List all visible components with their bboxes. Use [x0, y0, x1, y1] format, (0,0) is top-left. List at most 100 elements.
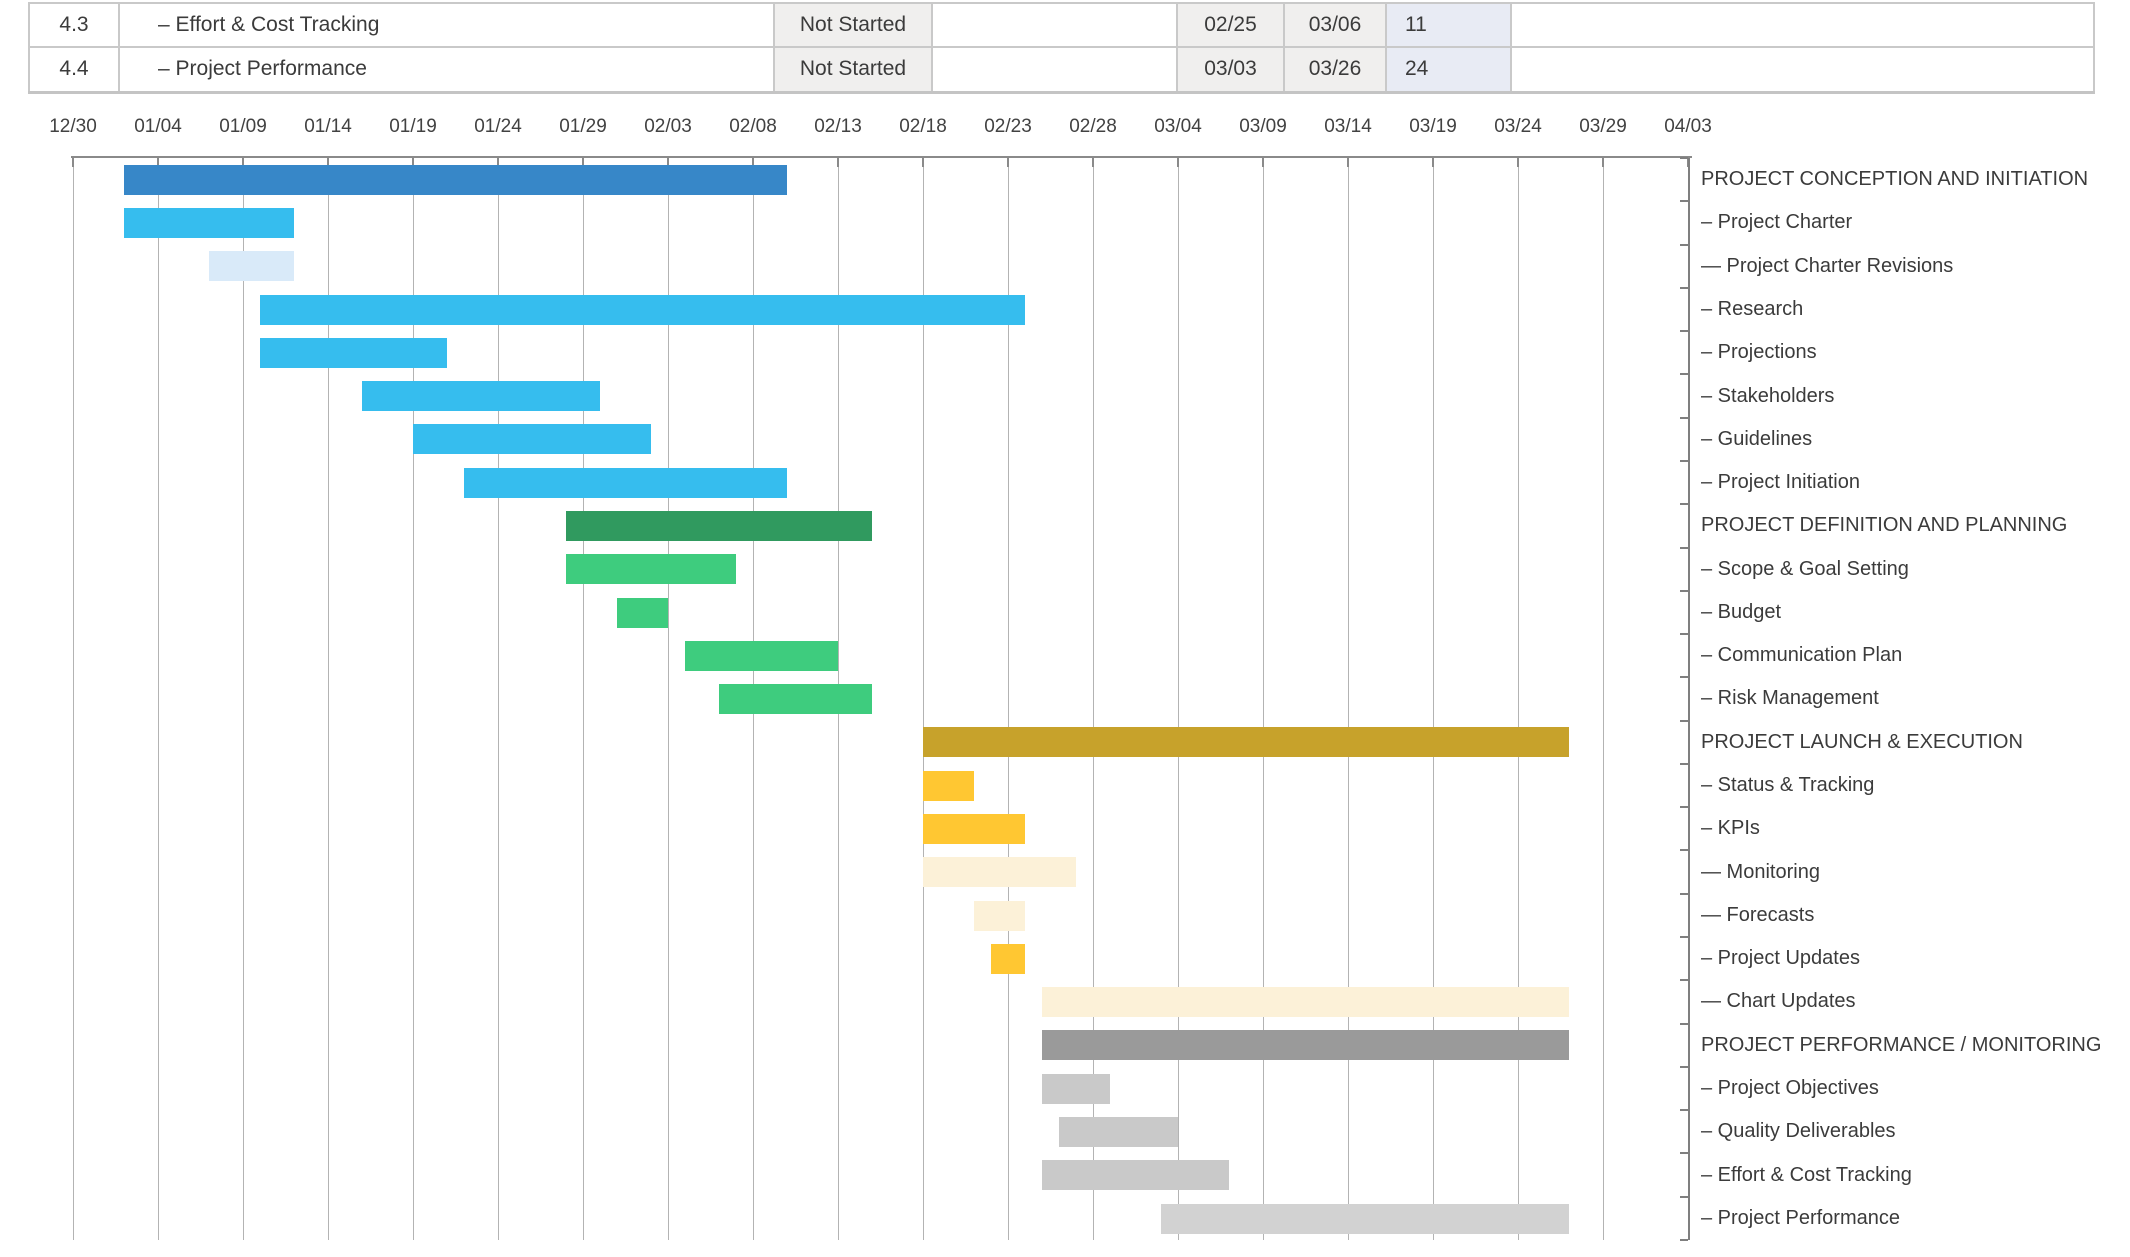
status-cell[interactable]: Not Started — [775, 47, 933, 91]
row-label-project-performance-monitoring: PROJECT PERFORMANCE / MONITORING — [1701, 1033, 2102, 1056]
gantt-bar-project-initiation[interactable] — [464, 467, 787, 498]
axis-tick-label-04-03: 04/03 — [1664, 116, 1712, 137]
gridline-01-14 — [328, 158, 329, 1240]
row-boundary-tick — [1680, 503, 1688, 506]
axis-line — [71, 156, 1692, 158]
gantt-bar-project-objectives[interactable] — [1042, 1073, 1110, 1104]
axis-tick-label-03-14: 03/14 — [1324, 116, 1372, 137]
gantt-bar-projections[interactable] — [260, 337, 447, 368]
gridline-03-04 — [1178, 158, 1179, 1240]
gantt-bar-monitoring[interactable] — [923, 857, 1076, 888]
gantt-bar-risk-management[interactable] — [719, 684, 872, 715]
duration-cell[interactable]: 24 — [1387, 47, 1512, 91]
row-label-scope-goal-setting: – Scope & Goal Setting — [1701, 557, 1909, 580]
axis-tick-03-29 — [1602, 158, 1604, 167]
status-cell[interactable]: Not Started — [775, 4, 933, 46]
row-label-project-launch-execution: PROJECT LAUNCH & EXECUTION — [1701, 730, 2023, 753]
row-boundary-tick — [1680, 546, 1688, 549]
assigned-to-cell[interactable] — [933, 47, 1178, 91]
wbs-cell[interactable]: 4.3 — [28, 4, 120, 46]
row-label-project-conception-and-initiation: PROJECT CONCEPTION AND INITIATION — [1701, 168, 2089, 191]
axis-tick-02-23 — [1007, 158, 1009, 167]
row-boundary-tick — [1680, 330, 1688, 333]
task-name-cell[interactable]: – Effort & Cost Tracking — [120, 4, 775, 46]
duration-cell[interactable]: 11 — [1387, 4, 1512, 46]
gantt-bar-budget[interactable] — [617, 597, 668, 628]
axis-tick-02-28 — [1092, 158, 1094, 167]
gantt-bar-forecasts[interactable] — [974, 900, 1025, 931]
axis-tick-03-24 — [1517, 158, 1519, 167]
gantt-bar-project-definition-and-planning[interactable] — [566, 511, 872, 542]
row-boundary-tick — [1680, 849, 1688, 852]
row-boundary-tick — [1680, 243, 1688, 246]
row-label-project-objectives: – Project Objectives — [1701, 1077, 1879, 1099]
table-row-4.4: 4.4– Project Performance Not Started 03/03… — [28, 47, 2095, 91]
gridline-02-18 — [923, 158, 924, 1240]
row-boundary-tick — [1680, 1239, 1688, 1241]
gantt-bar-communication-plan[interactable] — [685, 640, 838, 671]
row-boundary-tick — [1680, 1152, 1688, 1155]
gantt-bar-chart-updates[interactable] — [1042, 987, 1569, 1018]
gridline-01-24 — [498, 158, 499, 1240]
axis-tick-label-01-09: 01/09 — [219, 116, 267, 137]
axis-tick-label-12-30: 12/30 — [49, 116, 97, 137]
row-label-project-initiation: – Project Initiation — [1701, 471, 1860, 494]
axis-tick-label-02-18: 02/18 — [899, 116, 947, 137]
row-label-risk-management: – Risk Management — [1701, 687, 1879, 710]
row-boundary-tick — [1680, 1109, 1688, 1112]
assigned-to-cell[interactable] — [933, 4, 1178, 46]
row-boundary-tick — [1680, 373, 1688, 376]
gantt-bar-stakeholders[interactable] — [362, 381, 600, 412]
gantt-bar-project-updates[interactable] — [991, 943, 1025, 974]
gantt-bar-quality-deliverables[interactable] — [1059, 1116, 1178, 1147]
wbs-cell[interactable]: 4.4 — [28, 47, 120, 91]
row-label-projections: – Projections — [1701, 341, 1817, 364]
gridline-03-09 — [1263, 158, 1264, 1240]
gantt-bar-project-launch-execution[interactable] — [923, 727, 1569, 758]
row-label-guidelines: – Guidelines — [1701, 427, 1813, 450]
notes-cell[interactable] — [1512, 47, 2095, 91]
gantt-bar-project-conception-and-initiation[interactable] — [124, 164, 787, 195]
row-label-kpis: – KPIs — [1701, 817, 1760, 840]
row-boundary-tick — [1680, 719, 1688, 722]
row-boundary-tick — [1680, 936, 1688, 939]
row-label-chart-updates: — Chart Updates — [1701, 990, 1856, 1013]
gantt-bar-guidelines[interactable] — [413, 424, 651, 455]
start-date-cell[interactable]: 03/03 — [1178, 47, 1285, 91]
gantt-bar-status-tracking[interactable] — [923, 770, 974, 801]
start-date-cell[interactable]: 02/25 — [1178, 4, 1285, 46]
gantt-bar-project-performance[interactable] — [1161, 1203, 1569, 1234]
row-boundary-tick — [1680, 1065, 1688, 1068]
gridline-01-04 — [158, 158, 159, 1240]
axis-tick-label-01-19: 01/19 — [389, 116, 437, 137]
end-date-cell[interactable]: 03/06 — [1285, 4, 1387, 46]
row-label-research: – Research — [1701, 297, 1804, 320]
gantt-bar-project-performance-monitoring[interactable] — [1042, 1030, 1569, 1061]
row-boundary-tick — [1680, 633, 1688, 636]
axis-tick-03-14 — [1347, 158, 1349, 167]
row-boundary-tick — [1680, 416, 1688, 419]
row-label-forecasts: — Forecasts — [1701, 903, 1815, 926]
gridline-03-29 — [1603, 158, 1604, 1240]
axis-tick-01-29 — [582, 158, 584, 167]
table-row-4.3: 4.3– Effort & Cost Tracking Not Started 02… — [28, 4, 2095, 48]
gantt-bar-scope-goal-setting[interactable] — [566, 554, 736, 585]
row-label-quality-deliverables: – Quality Deliverables — [1701, 1120, 1896, 1143]
gantt-bar-project-charter[interactable] — [124, 208, 294, 239]
axis-tick-label-03-29: 03/29 — [1579, 116, 1627, 137]
gantt-bar-research[interactable] — [260, 294, 1025, 325]
gantt-bar-effort-cost-tracking[interactable] — [1042, 1160, 1229, 1191]
axis-tick-01-14 — [327, 158, 329, 167]
row-label-status-tracking: – Status & Tracking — [1701, 774, 1875, 797]
gantt-bar-kpis[interactable] — [923, 814, 1025, 844]
gridline-01-09 — [243, 158, 244, 1240]
row-boundary-tick — [1680, 286, 1688, 289]
row-label-project-performance: – Project Performance — [1701, 1206, 1900, 1229]
notes-cell[interactable] — [1512, 4, 2095, 46]
task-name-cell[interactable]: – Project Performance — [120, 47, 775, 91]
end-date-cell[interactable]: 03/26 — [1285, 47, 1387, 91]
gantt-bar-project-charter-revisions[interactable] — [209, 251, 294, 282]
gridline-03-24 — [1518, 158, 1519, 1240]
axis-tick-label-01-14: 01/14 — [304, 116, 352, 137]
gridline-02-23 — [1008, 158, 1009, 1240]
